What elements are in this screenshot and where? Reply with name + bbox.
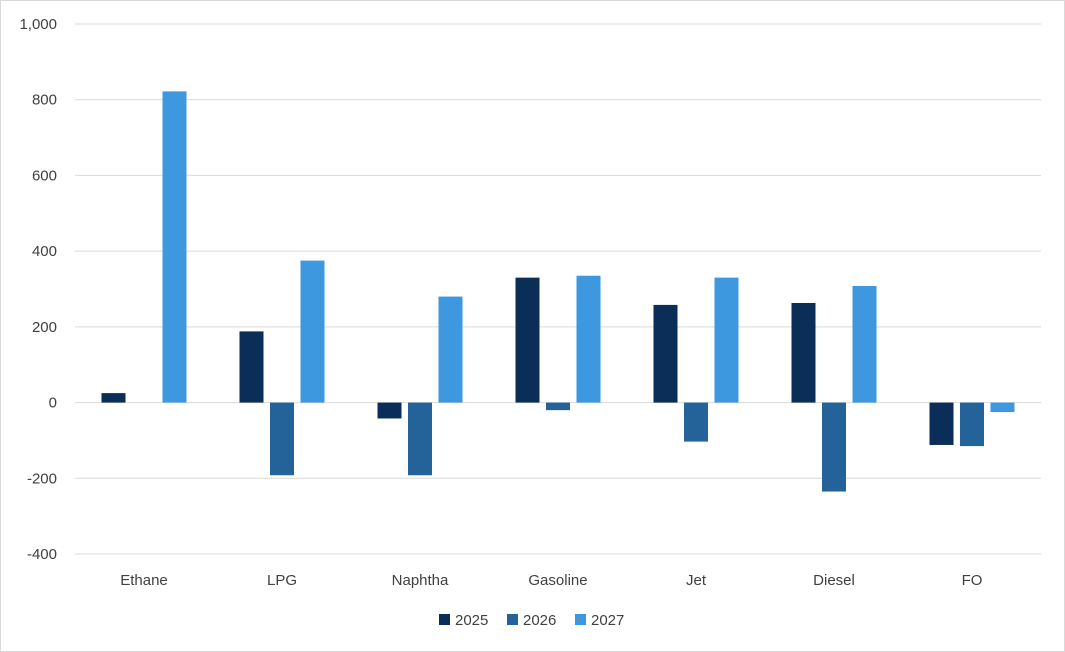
y-tick-label: 600	[32, 167, 57, 184]
bars	[101, 91, 1015, 492]
y-tick-label: 400	[32, 243, 57, 260]
bar-2027-fo	[990, 402, 1015, 413]
legend-swatch	[507, 614, 518, 625]
x-tick-label: Gasoline	[528, 572, 587, 589]
x-tick-label: Jet	[686, 572, 707, 589]
bar-2026-naphtha	[408, 402, 432, 476]
y-tick-label: 1,000	[19, 16, 57, 33]
bar-2027-gasoline	[576, 275, 601, 403]
legend-swatch	[575, 614, 586, 625]
legend-item-2025[interactable]: 2025	[439, 612, 488, 629]
bar-2025-naphtha	[377, 402, 402, 419]
y-tick-label: 0	[49, 395, 57, 412]
legend-item-2027[interactable]: 2027	[575, 612, 624, 629]
y-tick-label: 800	[32, 92, 57, 109]
legend-label: 2025	[455, 612, 488, 629]
x-tick-label: Ethane	[120, 572, 168, 589]
bar-2025-diesel	[791, 303, 816, 403]
bar-2026-diesel	[822, 402, 846, 492]
bar-2027-diesel	[852, 285, 877, 403]
bar-2027-ethane	[162, 91, 187, 403]
y-tick-label: -400	[27, 546, 57, 563]
bar-2025-gasoline	[515, 277, 540, 403]
bar-2027-jet	[714, 277, 739, 403]
y-axis-ticks: 1,000 800 600 400 200 0 -200 -400	[19, 16, 57, 563]
x-tick-label: Naphtha	[392, 572, 449, 589]
bar-2025-lpg	[239, 331, 264, 403]
bar-2026-gasoline	[546, 402, 570, 411]
legend-label: 2026	[523, 612, 556, 629]
bar-2026-lpg	[270, 402, 294, 476]
x-tick-label: FO	[962, 572, 983, 589]
legend-swatch	[439, 614, 450, 625]
x-tick-label: LPG	[267, 572, 297, 589]
bar-2026-fo	[960, 402, 984, 447]
bar-2025-ethane	[101, 393, 126, 403]
legend: 2025 2026 2027	[439, 612, 624, 629]
x-axis-ticks: Ethane LPG Naphtha Gasoline Jet Diesel FO	[120, 572, 982, 589]
y-tick-label: -200	[27, 470, 57, 487]
x-tick-label: Diesel	[813, 572, 855, 589]
gridlines	[75, 23, 1041, 555]
y-tick-label: 200	[32, 319, 57, 336]
bar-2026-jet	[684, 402, 708, 442]
bar-2027-lpg	[300, 260, 325, 403]
bar-2025-jet	[653, 304, 678, 403]
bar-2025-fo	[929, 402, 954, 445]
bar-2027-naphtha	[438, 296, 463, 403]
legend-label: 2027	[591, 612, 624, 629]
legend-item-2026[interactable]: 2026	[507, 612, 556, 629]
